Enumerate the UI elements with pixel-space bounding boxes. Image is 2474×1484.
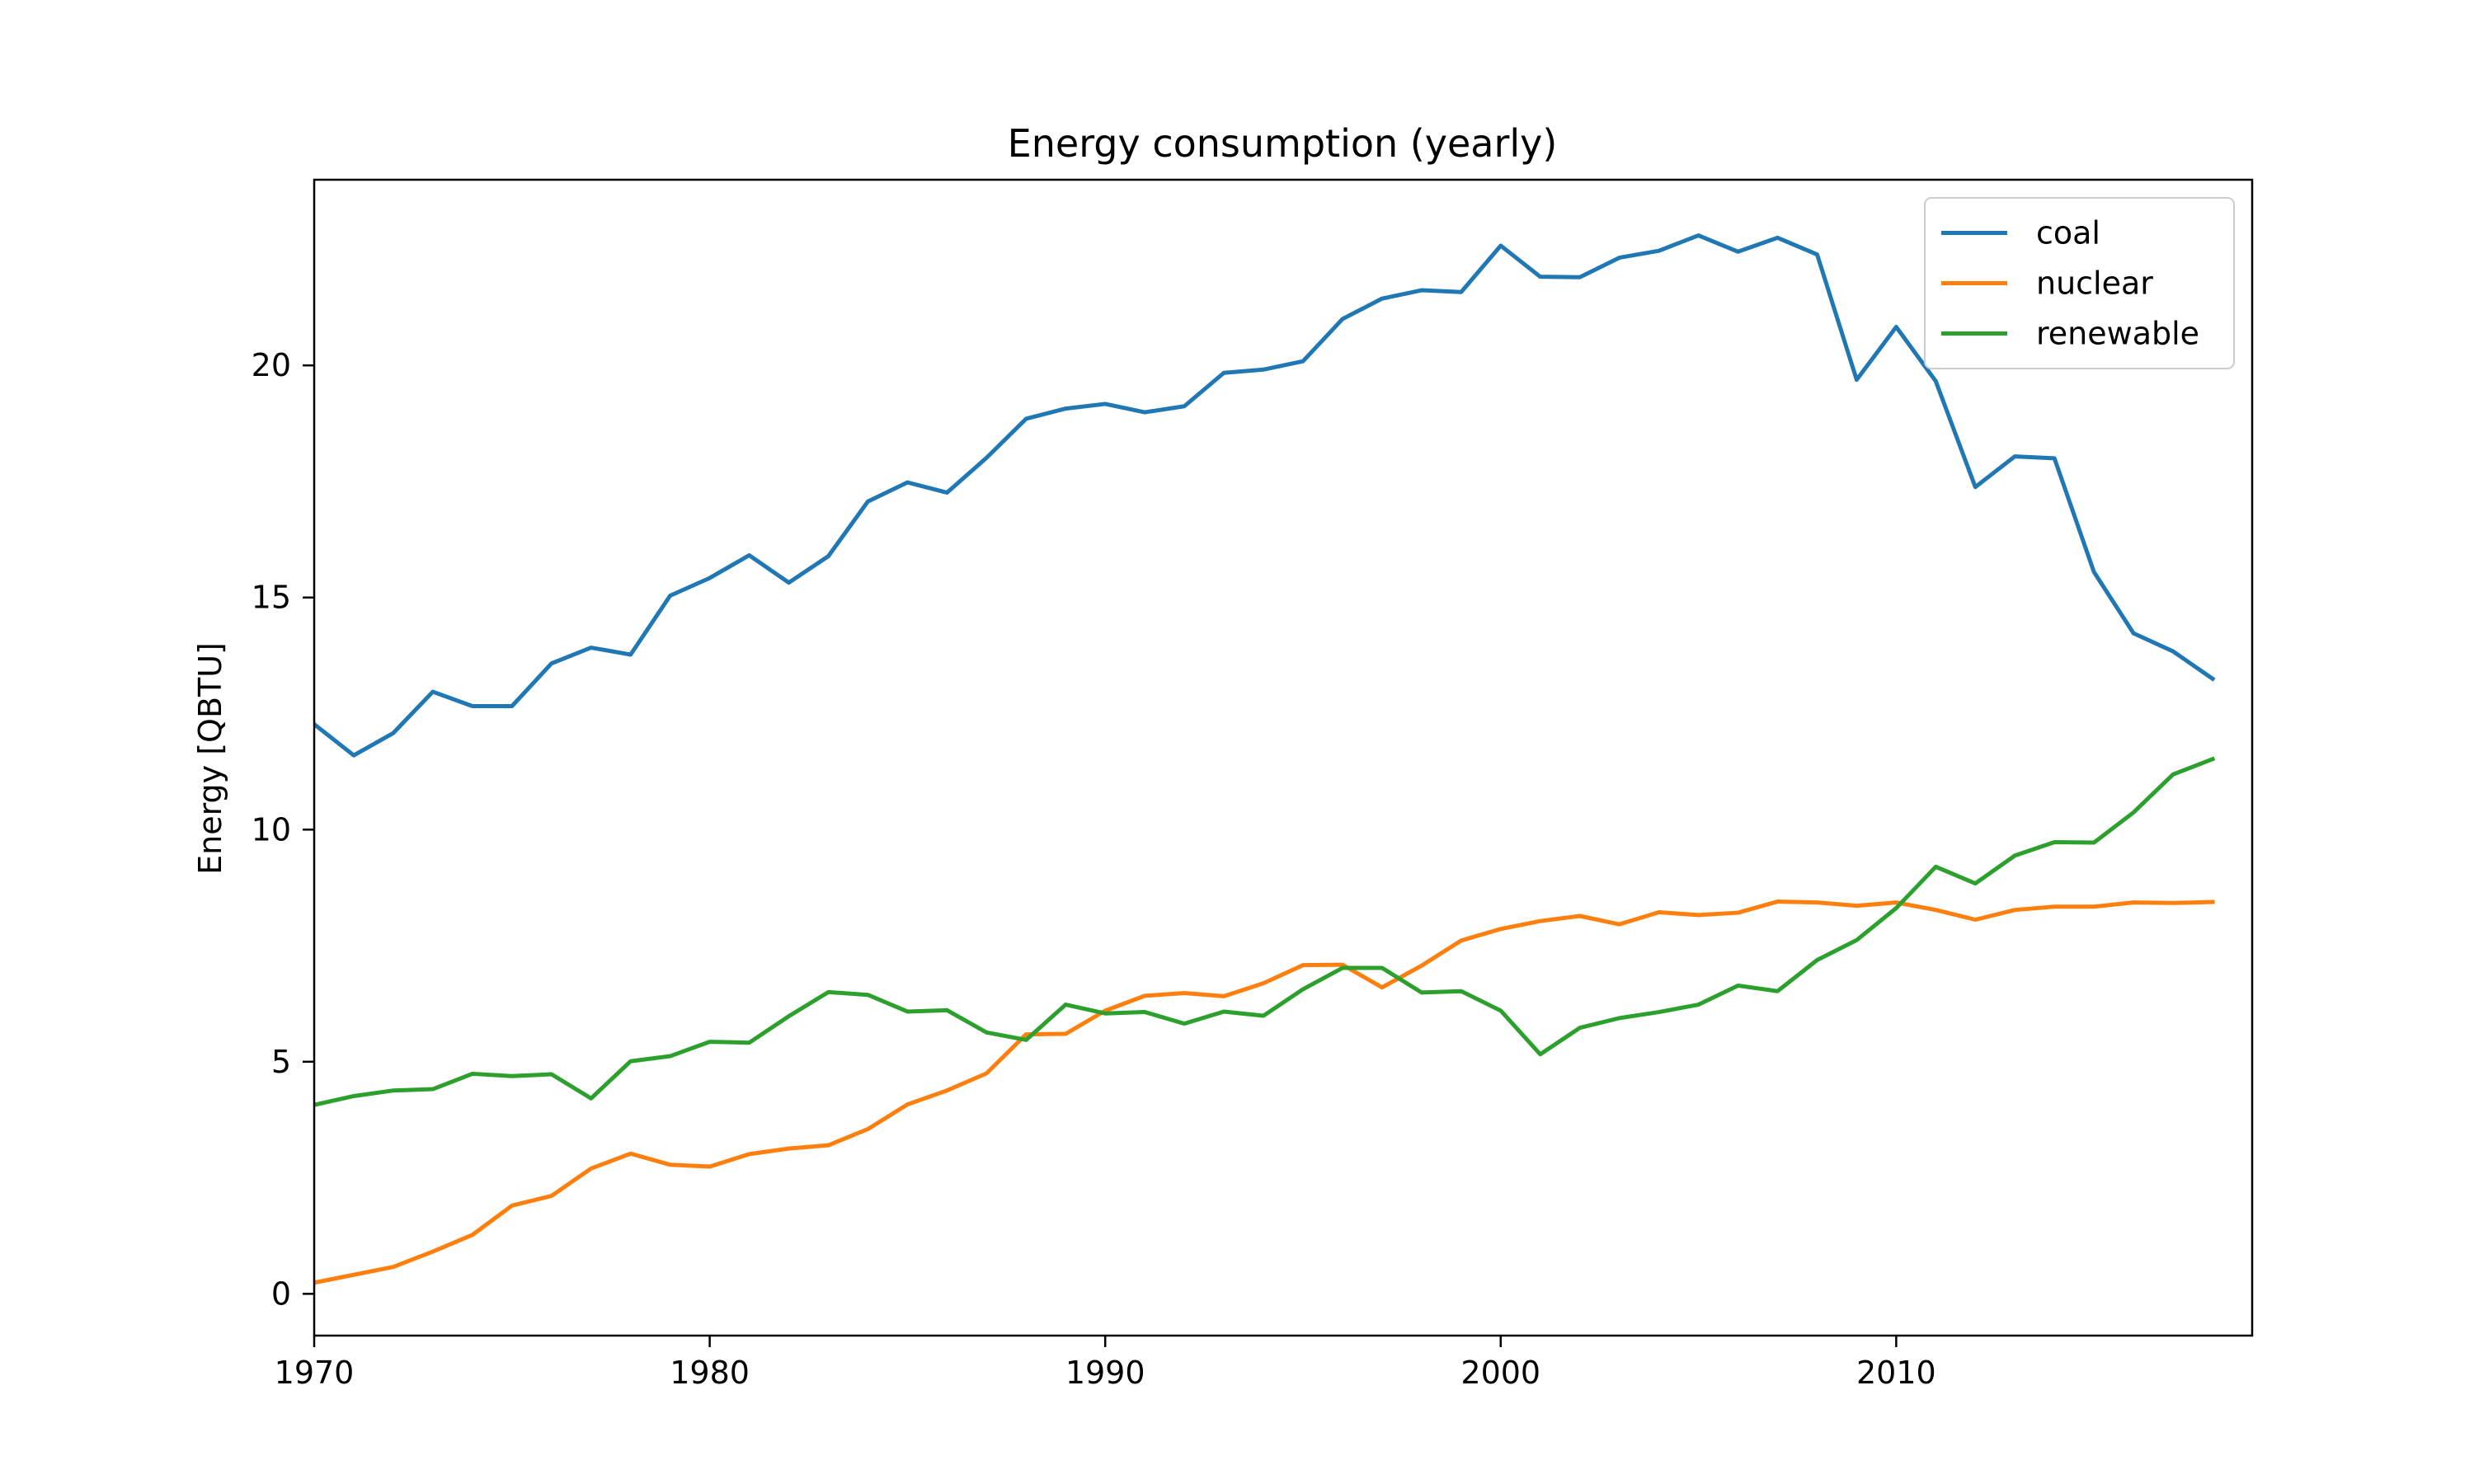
y-tick-label: 10 (252, 811, 291, 848)
legend-label-coal: coal (2036, 215, 2100, 251)
x-tick-label: 1990 (1065, 1355, 1145, 1391)
plot-lines (314, 233, 2216, 1285)
plot-frame (313, 178, 2254, 1337)
legend-label-renewable: renewable (2036, 316, 2199, 352)
legend-label-nuclear: nuclear (2036, 265, 2153, 302)
y-tick-label: 20 (252, 347, 291, 383)
x-tick-label: 2000 (1460, 1355, 1540, 1391)
legend: coal nuclear renewable (1924, 197, 2235, 369)
x-tick-label: 1980 (670, 1355, 750, 1391)
y-tick-label: 0 (271, 1275, 291, 1312)
y-tick-label: 15 (252, 580, 291, 616)
series-line-nuclear (314, 899, 2215, 1285)
y-axis-label: Energy [QBTU] (192, 642, 228, 875)
legend-box (1924, 197, 2235, 369)
x-tick-label: 2010 (1856, 1355, 1936, 1391)
series-line-coal (314, 233, 2216, 758)
chart-title: Energy consumption (yearly) (1008, 121, 1558, 166)
x-tick-label: 1970 (275, 1355, 355, 1391)
series-line-renewable (314, 756, 2216, 1107)
y-axis-ticks: 0 5 10 15 20 (252, 347, 314, 1312)
y-tick-label: 5 (271, 1044, 291, 1080)
x-axis-ticks: 1970 1980 1990 2000 2010 (275, 1336, 1936, 1391)
